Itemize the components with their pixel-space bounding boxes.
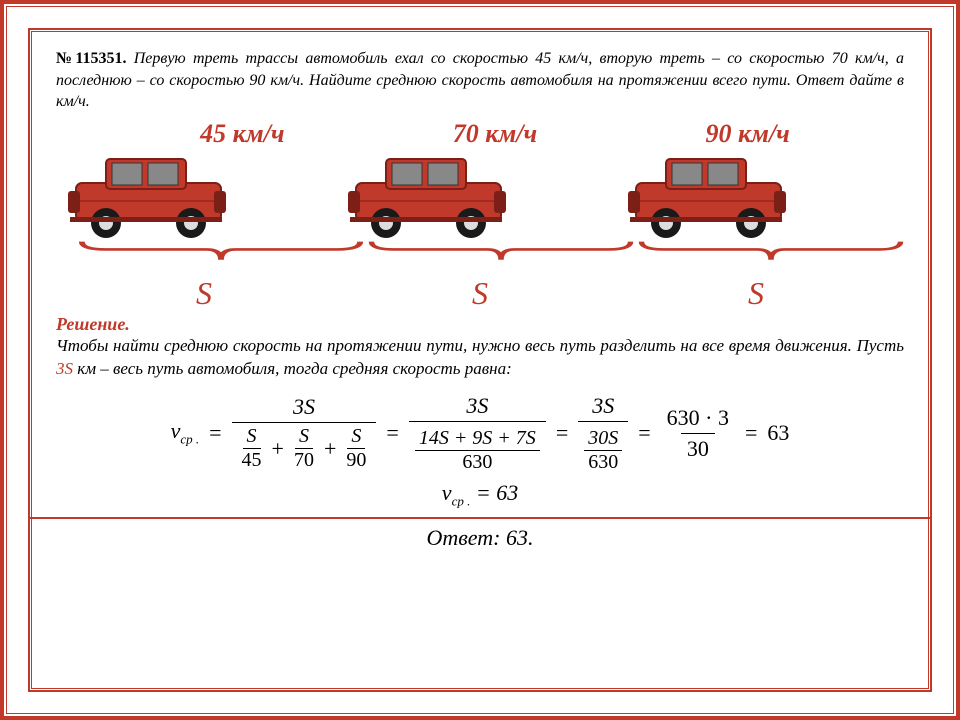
car-icon-1 bbox=[56, 151, 236, 241]
brace-2 bbox=[366, 239, 636, 265]
sf-step2: 14S + 9S + 7S 630 bbox=[415, 427, 540, 474]
problem-number: №115351. bbox=[56, 50, 126, 67]
s-label-2: S bbox=[472, 275, 488, 312]
solution-after: км – весь путь автомобиля, тогда средняя… bbox=[73, 359, 512, 378]
frac-step3: 3S 30S 630 bbox=[578, 393, 628, 474]
s-label-3: S bbox=[748, 275, 764, 312]
speed-1: 45 км/ч bbox=[200, 119, 284, 149]
eq2: = bbox=[386, 420, 398, 446]
braces-row bbox=[56, 239, 904, 279]
eq1: = bbox=[209, 420, 221, 446]
eq5: = bbox=[745, 420, 757, 446]
v-avg: vср . bbox=[171, 418, 200, 447]
eq4: = bbox=[638, 420, 650, 446]
result-63: 63 bbox=[767, 420, 789, 446]
formula-main: vср . = 3S S45 + S70 + S90 = 3S 14S + 9S… bbox=[56, 393, 904, 474]
step1-den-sums: S45 + S70 + S90 bbox=[238, 425, 371, 472]
frac-step2: 3S 14S + 9S + 7S 630 bbox=[409, 393, 546, 474]
speeds-row: 45 км/ч 70 км/ч 90 км/ч bbox=[56, 119, 904, 149]
frac-step1: 3S S45 + S70 + S90 bbox=[232, 394, 377, 472]
frac-step4: 630 · 3 30 bbox=[661, 405, 735, 462]
cars-row bbox=[56, 151, 904, 241]
v-final: vср . = 63 bbox=[56, 480, 904, 509]
brace-3 bbox=[636, 239, 906, 265]
solution-heading: Решение. bbox=[56, 314, 904, 335]
solution-text: Чтобы найти среднюю скорость на протяжен… bbox=[56, 335, 904, 381]
sf-3: S90 bbox=[342, 425, 370, 472]
speed-3: 90 км/ч bbox=[705, 119, 789, 149]
sf-step3: 30S 630 bbox=[584, 427, 622, 474]
car-icon-3 bbox=[616, 151, 796, 241]
sf-1: S45 bbox=[238, 425, 266, 472]
s-label-1: S bbox=[196, 275, 212, 312]
eq3: = bbox=[556, 420, 568, 446]
sf-2: S70 bbox=[290, 425, 318, 472]
content-area: №115351. Первую треть трассы автомобиль … bbox=[28, 28, 932, 692]
speed-2: 70 км/ч bbox=[453, 119, 537, 149]
answer-divider bbox=[30, 517, 930, 519]
brace-1 bbox=[76, 239, 366, 265]
solution-before: Чтобы найти среднюю скорость на протяжен… bbox=[56, 336, 904, 355]
problem-text: Первую треть трассы автомобиль ехал со с… bbox=[56, 50, 904, 110]
s-labels-row: S S S bbox=[56, 275, 904, 312]
solution-highlight: 3S bbox=[56, 359, 73, 378]
car-icon-2 bbox=[336, 151, 516, 241]
step1-top: 3S bbox=[287, 394, 321, 422]
problem-statement: №115351. Первую треть трассы автомобиль … bbox=[56, 48, 904, 113]
final-answer: Ответ: 63. bbox=[56, 525, 904, 551]
step1-den: S45 + S70 + S90 bbox=[232, 422, 377, 472]
